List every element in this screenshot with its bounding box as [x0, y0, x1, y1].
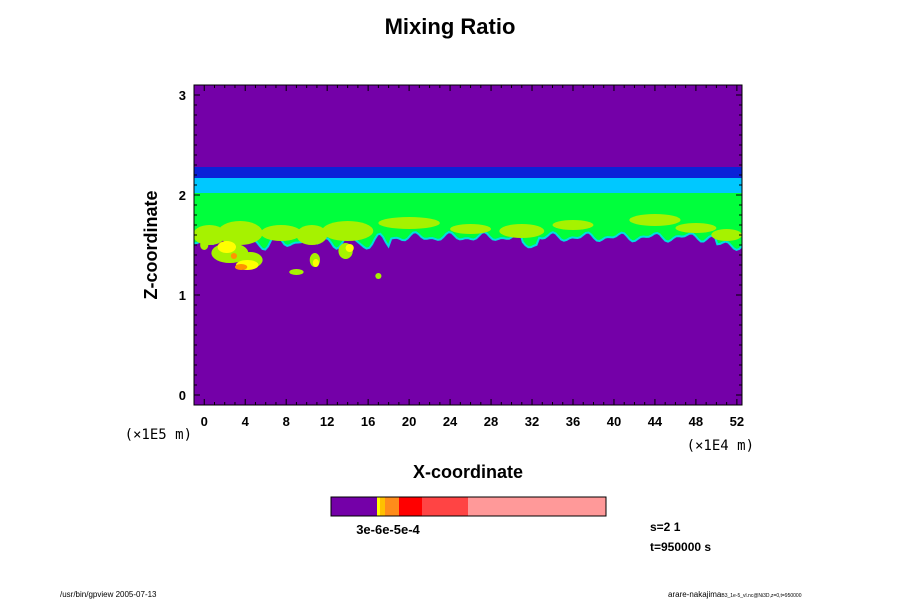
footer-file: arare-nakajimaB3_1e-5_vl.nc@Ni3D,z=0,t=9…: [668, 590, 802, 599]
y-tick-label: 3: [179, 88, 186, 103]
yellow-green-patch: [322, 221, 374, 241]
cyan-band: [194, 178, 742, 193]
cyan-fringe: [194, 230, 742, 251]
colorbar-segment: [377, 497, 380, 516]
x-tick-label: 48: [689, 414, 703, 429]
x-axis-title: X-coordinate: [413, 462, 523, 482]
x-tick-label: 52: [730, 414, 744, 429]
x-tick-label: 40: [607, 414, 621, 429]
yellow-green-patch: [296, 225, 328, 245]
footer-file-prefix: arare-nakajima: [668, 590, 722, 599]
yellow-green-patch: [378, 217, 440, 229]
cloud-blob: [375, 273, 382, 279]
footer-command: /usr/bin/gpview 2005-07-13: [60, 590, 157, 599]
y-scale-label: (×1E5 m): [125, 427, 192, 443]
colorbar-segment: [399, 497, 422, 516]
x-tick-label: 28: [484, 414, 498, 429]
x-tick-label: 20: [402, 414, 416, 429]
x-scale-label: (×1E4 m): [687, 438, 754, 454]
colorbar-frame: [330, 496, 607, 517]
colorbar-segment: [468, 497, 606, 516]
chart-title: Mixing Ratio: [384, 14, 516, 39]
yellow-core: [217, 241, 236, 253]
yellow-green-patch: [711, 229, 742, 241]
orange-spot: [234, 264, 248, 270]
y-axis-title: Z-coordinate: [141, 190, 161, 299]
colorbar-segment: [380, 497, 385, 516]
orange-spot: [230, 253, 238, 259]
yellow-green-patch: [629, 214, 681, 226]
x-tick-label: 12: [320, 414, 334, 429]
colorbar-labels: 3e-6e-5e-4: [356, 522, 420, 537]
yellow-green-patch: [499, 224, 545, 238]
upper-blue-band: [194, 167, 742, 178]
x-tick-label: 32: [525, 414, 539, 429]
x-tick-label: 4: [242, 414, 250, 429]
footer-file-suffix: B3_1e-5_vl.nc@Ni3D,z=0,t=950000: [721, 593, 802, 599]
y-tick-label: 0: [179, 388, 186, 403]
colorbar-segment: [385, 497, 399, 516]
yellow-green-patch: [217, 221, 263, 245]
yellow-core: [345, 244, 354, 252]
slice-annotation: s=2 1: [650, 520, 681, 534]
x-tick-label: 8: [283, 414, 290, 429]
yellow-green-patch: [194, 225, 226, 245]
time-annotation: t=950000 s: [650, 540, 712, 554]
yellow-green-patch: [675, 223, 717, 233]
x-tick-label: 44: [648, 414, 663, 429]
yellow-green-patch: [552, 220, 594, 230]
yellow-core: [312, 259, 319, 267]
x-tick-label: 24: [443, 414, 458, 429]
field-layer: [194, 85, 742, 405]
y-tick-label: 2: [179, 188, 186, 203]
colorbar-segment: [331, 497, 377, 516]
y-tick-label: 1: [179, 288, 186, 303]
x-tick-label: 36: [566, 414, 580, 429]
x-tick-label: 0: [201, 414, 208, 429]
cloud-blob: [200, 240, 209, 250]
yellow-green-patch: [450, 224, 492, 234]
cloud-blob: [289, 269, 304, 275]
colorbar-segment: [422, 497, 468, 516]
yellow-green-patch: [260, 225, 302, 241]
background-fill: [194, 85, 742, 405]
x-tick-label: 16: [361, 414, 375, 429]
